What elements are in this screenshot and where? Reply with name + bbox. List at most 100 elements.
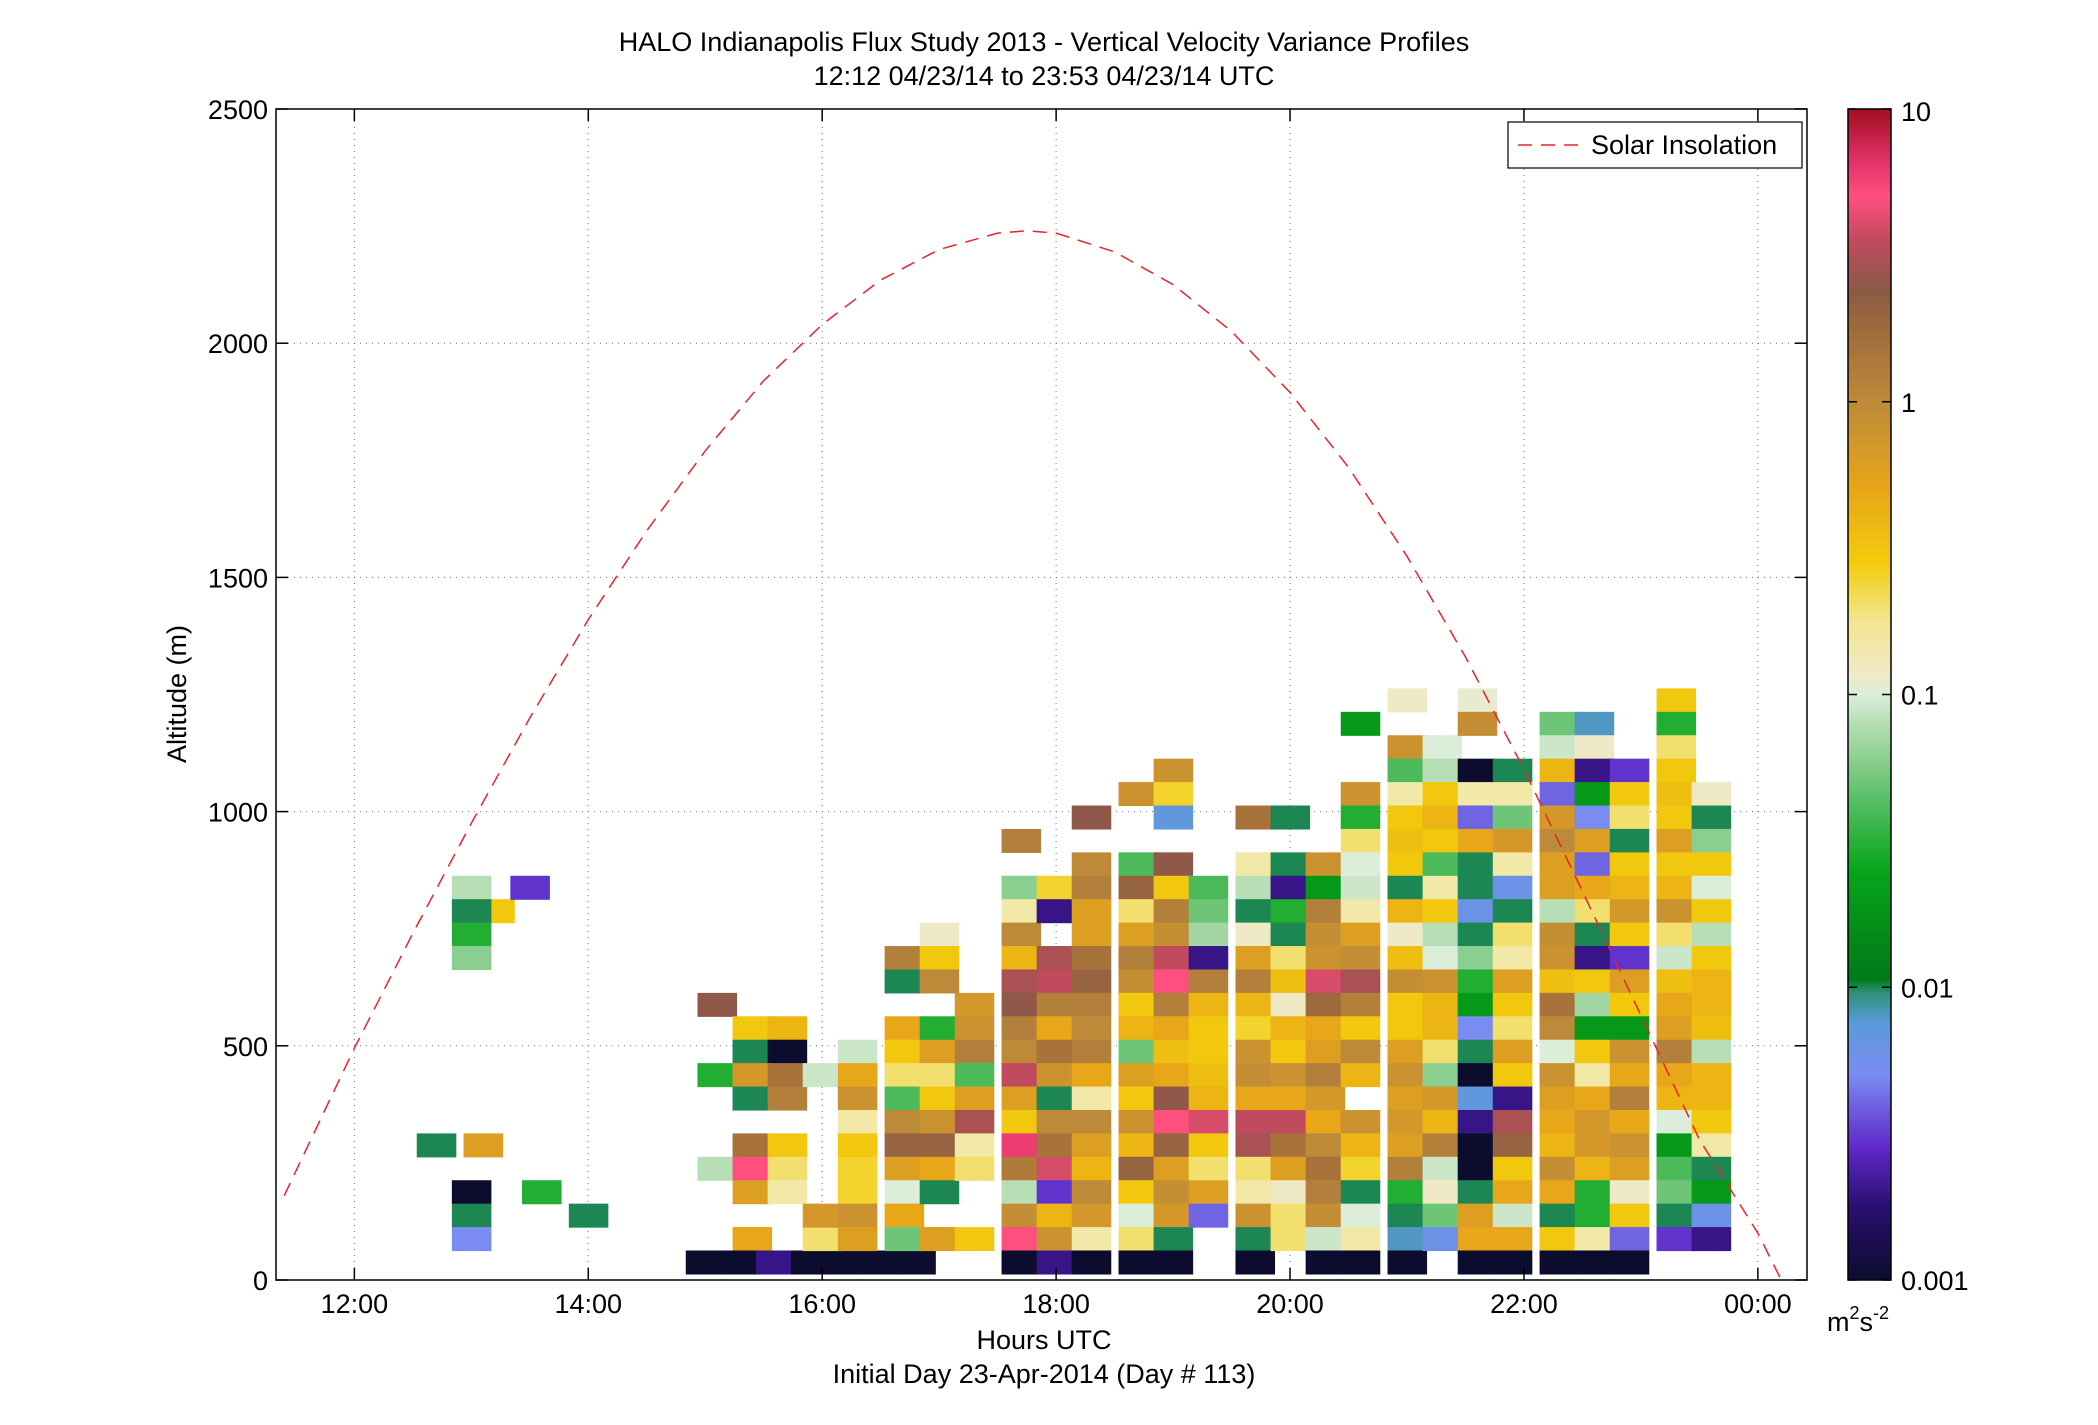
heatmap-cell [1118, 969, 1159, 994]
heatmap-cell [1153, 1016, 1194, 1041]
heatmap-cell [1153, 1039, 1194, 1064]
heatmap-cell [1422, 946, 1463, 971]
heatmap-cell [1188, 1109, 1229, 1134]
heatmap-cell [1118, 875, 1159, 900]
heatmap-cell [1609, 922, 1650, 947]
heatmap-cell [1492, 1086, 1533, 1111]
heatmap-cell [1539, 1133, 1580, 1158]
heatmap-cell [1539, 1180, 1580, 1205]
heatmap-cell [1305, 1016, 1346, 1041]
colorbar-tick-label: 0.001 [1901, 1266, 1969, 1296]
heatmap-cell [919, 946, 960, 971]
heatmap-cell [1340, 1016, 1381, 1041]
heatmap-cell [1574, 969, 1615, 994]
heatmap-cell [1387, 1156, 1428, 1181]
heatmap-cell [1539, 992, 1580, 1017]
heatmap-cell [1539, 1086, 1580, 1111]
heatmap-cell [732, 1227, 773, 1252]
heatmap-cell [1457, 828, 1498, 853]
heatmap-cell [1574, 1086, 1615, 1111]
heatmap-cell [451, 1227, 492, 1252]
heatmap-cell [1188, 969, 1229, 994]
heatmap-cell [1001, 969, 1042, 994]
heatmap-cell [416, 1133, 457, 1158]
heatmap-cell [1691, 1109, 1732, 1134]
heatmap-cell [1270, 1016, 1311, 1041]
x-tick-label: 14:00 [554, 1289, 622, 1319]
heatmap-cell [884, 1133, 925, 1158]
heatmap-cell [954, 1086, 995, 1111]
heatmap-cell [1387, 805, 1428, 830]
heatmap-cell [732, 1039, 773, 1064]
heatmap-cell [1539, 969, 1580, 994]
heatmap-cell [1422, 1016, 1463, 1041]
heatmap-cell [1340, 899, 1381, 924]
heatmap-cell [1071, 1086, 1112, 1111]
heatmap-cell [1656, 688, 1697, 713]
heatmap-cell [1118, 1250, 1159, 1275]
heatmap-cell [1153, 1063, 1194, 1088]
heatmap-cell [1270, 969, 1311, 994]
heatmap-cell [1574, 782, 1615, 807]
heatmap-cell [451, 899, 492, 924]
heatmap-cell [884, 1227, 925, 1252]
heatmap-cell [1422, 899, 1463, 924]
y-tick-label: 0 [253, 1266, 268, 1296]
heatmap-cell [1235, 946, 1276, 971]
heatmap-cell [1387, 782, 1428, 807]
heatmap-cell [1457, 688, 1498, 713]
heatmap-cell [1118, 1180, 1159, 1205]
heatmap-cell [732, 1180, 773, 1205]
heatmap-cell [1539, 1016, 1580, 1041]
heatmap-cell [1609, 1133, 1650, 1158]
heatmap-cell [919, 1063, 960, 1088]
heatmap-cell [732, 1156, 773, 1181]
heatmap-cell [1422, 992, 1463, 1017]
x-tick-label: 16:00 [788, 1289, 856, 1319]
heatmap-cell [1609, 1039, 1650, 1064]
heatmap-cell [1071, 969, 1112, 994]
heatmap-cell [1387, 1203, 1428, 1228]
heatmap-cell [1574, 711, 1615, 736]
heatmap-cell [1574, 852, 1615, 877]
heatmap-cell [1457, 899, 1498, 924]
heatmap-cell [1609, 992, 1650, 1017]
heatmap-cell [451, 922, 492, 947]
heatmap-cell [1574, 922, 1615, 947]
heatmap-cell [1340, 1180, 1381, 1205]
heatmap-cell [1574, 992, 1615, 1017]
heatmap-cell [1270, 1203, 1311, 1228]
heatmap-cell [1387, 899, 1428, 924]
heatmap-cell [1422, 1063, 1463, 1088]
heatmap-cell [1340, 1227, 1381, 1252]
heatmap-cell [1001, 992, 1042, 1017]
heatmap-cell [1340, 946, 1381, 971]
heatmap-cell [1656, 992, 1697, 1017]
heatmap-cell [1656, 711, 1697, 736]
heatmap-cell [1691, 805, 1732, 830]
heatmap-cell [732, 1133, 773, 1158]
heatmap-cell [1539, 1203, 1580, 1228]
heatmap-cell [1036, 1180, 1077, 1205]
heatmap-cell [1422, 1203, 1463, 1228]
heatmap-cell [861, 1250, 901, 1275]
heatmap-cell [919, 1180, 960, 1205]
heatmap-cell [1340, 922, 1381, 947]
heatmap-cell [767, 1156, 808, 1181]
heatmap-cell [1001, 1086, 1042, 1111]
x-tick-label: 22:00 [1490, 1289, 1558, 1319]
heatmap-cell [1492, 828, 1533, 853]
heatmap-cell [1539, 828, 1580, 853]
heatmap-cell [1235, 805, 1276, 830]
heatmap-cell [1492, 899, 1533, 924]
heatmap-cell [1340, 711, 1381, 736]
heatmap-cell [1691, 1203, 1732, 1228]
heatmap-cell [1305, 992, 1346, 1017]
heatmap-cell [1153, 899, 1194, 924]
heatmap-cell [463, 1133, 504, 1158]
heatmap-cell [1691, 828, 1732, 853]
heatmap-cell [1574, 758, 1615, 783]
heatmap-cell [1270, 1039, 1311, 1064]
heatmap-cell [1118, 1109, 1159, 1134]
heatmap-cell [1153, 758, 1194, 783]
